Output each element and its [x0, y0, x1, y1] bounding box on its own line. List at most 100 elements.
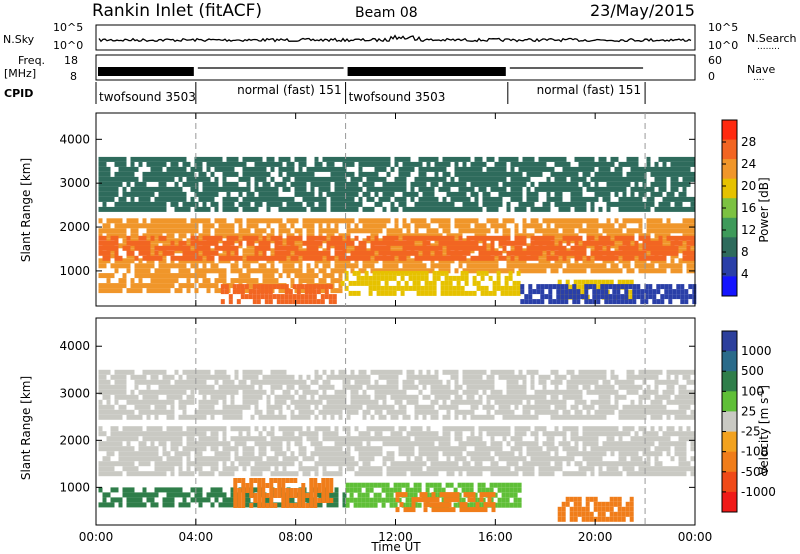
- heatmap-cell: [330, 461, 335, 467]
- heatmap-cell: [618, 446, 623, 452]
- heatmap-cell: [158, 283, 163, 289]
- heatmap-cell: [298, 235, 303, 241]
- heatmap-cell: [170, 255, 175, 261]
- heatmap-cell: [490, 156, 495, 162]
- heatmap-cell: [498, 446, 503, 452]
- heatmap-cell: [266, 223, 271, 229]
- heatmap-cell: [262, 176, 267, 182]
- heatmap-cell: [202, 258, 207, 264]
- heatmap-cell: [658, 263, 663, 269]
- heatmap-cell: [294, 156, 299, 162]
- heatmap-cell: [618, 161, 623, 167]
- heatmap-cell: [154, 166, 159, 172]
- heatmap-cell: [670, 431, 675, 437]
- heatmap-cell: [470, 191, 475, 197]
- heatmap-cell: [654, 250, 659, 256]
- heatmap-cell: [114, 263, 119, 269]
- heatmap-cell: [334, 268, 339, 274]
- heatmap-cell: [130, 466, 135, 472]
- heatmap-cell: [406, 451, 411, 457]
- heatmap-cell: [426, 441, 431, 447]
- heatmap-cell: [682, 181, 687, 187]
- heatmap-cell: [638, 466, 643, 472]
- heatmap-cell: [562, 431, 567, 437]
- heatmap-cell: [110, 263, 115, 269]
- heatmap-cell: [170, 191, 175, 197]
- heatmap-cell: [618, 196, 623, 202]
- heatmap-cell: [214, 456, 219, 462]
- heatmap-cell: [102, 263, 107, 269]
- heatmap-cell: [690, 235, 695, 241]
- heatmap-cell: [338, 471, 343, 477]
- heatmap-cell: [146, 456, 151, 462]
- heatmap-cell: [602, 255, 607, 261]
- heatmap-cell: [278, 471, 283, 477]
- heatmap-cell: [550, 456, 555, 462]
- heatmap-cell: [294, 206, 299, 212]
- heatmap-cell: [318, 196, 323, 202]
- heatmap-cell: [398, 426, 403, 432]
- heatmap-cell: [634, 181, 639, 187]
- heatmap-cell: [170, 446, 175, 452]
- heatmap-cell: [502, 161, 507, 167]
- heatmap-cell: [402, 245, 407, 251]
- heatmap-cell: [430, 181, 435, 187]
- heatmap-cell: [134, 223, 139, 229]
- heatmap-cell: [114, 446, 119, 452]
- heatmap-cell: [230, 487, 235, 493]
- heatmap-cell: [606, 426, 611, 432]
- heatmap-cell: [126, 240, 131, 246]
- heatmap-cell: [270, 456, 275, 462]
- heatmap-cell: [364, 275, 369, 281]
- heatmap-cell: [566, 228, 571, 234]
- heatmap-cell: [226, 245, 231, 251]
- heatmap-cell: [558, 181, 563, 187]
- heatmap-cell: [646, 466, 651, 472]
- heatmap-cell: [674, 431, 679, 437]
- heatmap-cell: [506, 268, 511, 274]
- heatmap-cell: [662, 176, 667, 182]
- heatmap-cell: [202, 268, 207, 274]
- heatmap-cell: [390, 466, 395, 472]
- heatmap-cell: [534, 263, 539, 269]
- heatmap-cell: [198, 426, 203, 432]
- heatmap-cell: [606, 235, 611, 241]
- heatmap-cell: [640, 299, 645, 305]
- heatmap-cell: [434, 446, 439, 452]
- heatmap-cell: [286, 235, 291, 241]
- heatmap-cell: [466, 166, 471, 172]
- heatmap-cell: [334, 191, 339, 197]
- heatmap-cell: [410, 166, 415, 172]
- ytick-label-0-2: 3000: [59, 176, 90, 190]
- heatmap-cell: [510, 156, 515, 162]
- heatmap-cell: [206, 176, 211, 182]
- heatmap-cell: [674, 240, 679, 246]
- heatmap-cell: [322, 181, 327, 187]
- heatmap-cell: [634, 436, 639, 442]
- heatmap-cell: [662, 161, 667, 167]
- heatmap-cell: [622, 206, 627, 212]
- heatmap-cell: [480, 290, 485, 296]
- heatmap-cell: [573, 279, 578, 285]
- heatmap-cell: [618, 171, 623, 177]
- heatmap-cell: [516, 290, 521, 296]
- heatmap-cell: [406, 156, 411, 162]
- heatmap-cell: [226, 451, 231, 457]
- heatmap-cell: [462, 181, 467, 187]
- heatmap-cell: [570, 176, 575, 182]
- heatmap-cell: [286, 461, 291, 467]
- heatmap-cell: [362, 181, 367, 187]
- heatmap-cell: [150, 206, 155, 212]
- heatmap-cell: [210, 426, 215, 432]
- heatmap-cell: [102, 245, 107, 251]
- heatmap-cell: [570, 436, 575, 442]
- heatmap-cell: [406, 166, 411, 172]
- heatmap-cell: [302, 456, 307, 462]
- heatmap-cell: [442, 268, 447, 274]
- heatmap-cell: [410, 446, 415, 452]
- heatmap-cell: [214, 487, 219, 493]
- heatmap-cell: [614, 235, 619, 241]
- heatmap-cell: [102, 431, 107, 437]
- heatmap-cell: [194, 201, 199, 207]
- nsky-frame: [95, 24, 696, 51]
